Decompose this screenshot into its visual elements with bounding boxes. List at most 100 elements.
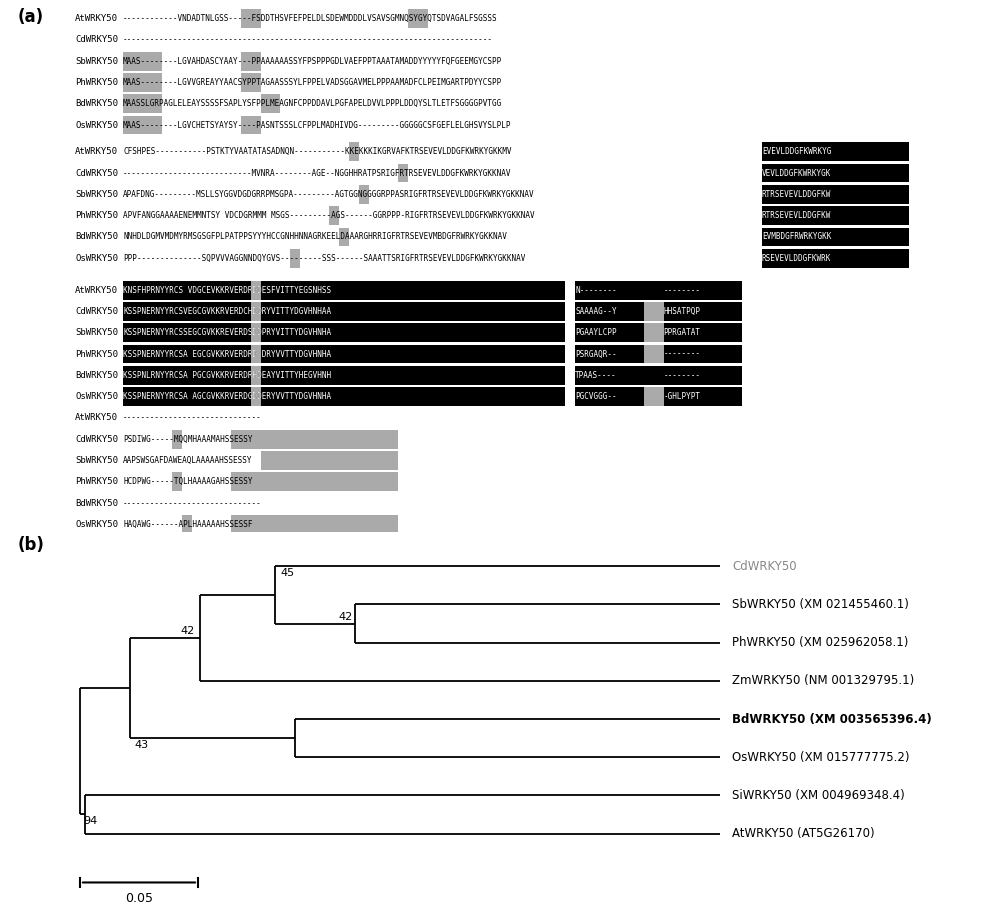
Text: SAAAAG--Y: SAAAAG--Y (575, 307, 617, 316)
Bar (762, 142, 909, 162)
Text: SbWRKY50: SbWRKY50 (75, 190, 118, 199)
Text: PGAAYLCPP: PGAAYLCPP (575, 329, 617, 337)
Text: HAQAWG------APLHAAAAAHSSESSF: HAQAWG------APLHAAAAAHSSESSF (123, 520, 252, 529)
Bar (172, 473, 182, 491)
Text: APVFANGGAAAAENEMMNTSY VDCDGRMMM MSGS---------AGS------GGRPPP-RIGFRTRSEVEVLDDGFKW: APVFANGGAAAAENEMMNTSY VDCDGRMMM MSGS----… (123, 211, 535, 220)
Bar (644, 323, 664, 342)
Text: KSSPNERNYYRCSVEGCGVKKRVERDCHDQRYVITTYDGVHNHAA: KSSPNERNYYRCSVEGCGVKKRVERDCHDQRYVITTYDGV… (123, 307, 331, 316)
Bar (123, 302, 565, 321)
Text: KSSPNERNYYRCSA EGCGVKKRVERDRD DRYVVTTYDGVHNHA: KSSPNERNYYRCSA EGCGVKKRVERDRD DRYVVTTYDG… (123, 350, 331, 359)
Text: 43: 43 (134, 740, 148, 750)
Text: SbWRKY50: SbWRKY50 (75, 456, 118, 465)
Bar (251, 366, 261, 385)
Bar (123, 95, 162, 113)
Text: NNHDLDGMVMDMYRMSGSGFPLPATPPSYYYHCCGNHHNNAGRKEELDAAARGHRRIGFRTRSEVEVMBDGFRWRKYGKK: NNHDLDGMVMDMYRMSGSGFPLPATPPSYYYHCCGNHHNN… (123, 232, 507, 241)
Bar (664, 387, 742, 406)
Bar (123, 366, 565, 385)
Bar (575, 366, 664, 385)
Text: OsWRKY50: OsWRKY50 (75, 392, 118, 401)
Text: KSSPNERNYYRCSVEGCGVKKRVERDCHDQRYVITTYDGVHNHAAGSAAAAG--YHHSATPQPAAPYAAATTT---LAAE: KSSPNERNYYRCSVEGCGVKKRVERDCHDQRYVITTYDGV… (123, 307, 498, 316)
Bar (575, 344, 664, 364)
Text: AtWRKY50: AtWRKY50 (75, 413, 118, 422)
Text: SbWRKY50 (XM 021455460.1): SbWRKY50 (XM 021455460.1) (732, 598, 909, 611)
Text: --------: -------- (664, 350, 701, 359)
Bar (251, 281, 261, 299)
Text: KSSPNERNYYRCSSEGCGVKKREVERDSDDPRYVITTYDGVHNHAAPGAAYLCPPPPRGATATAAAAPCFSSPCSGSASA: KSSPNERNYYRCSSEGCGVKKREVERDSDDPRYVITTYDG… (123, 329, 507, 337)
Text: PhWRKY50 (XM 025962058.1): PhWRKY50 (XM 025962058.1) (732, 636, 908, 649)
Bar (664, 302, 742, 321)
Text: MAASSLGRPAGLELEAYSSSSFSAPLYSFPPLMEAGNFCPPDDAVLPGFAPELDVVLPPPLDDQYSLTLETFSGGGGPVT: MAASSLGRPAGLELEAYSSSSFSAPLYSFPPLMEAGNFCP… (123, 99, 502, 108)
Bar (329, 207, 339, 225)
Bar (575, 387, 664, 406)
Text: KSSPNERNYYRCSA AGCGVKKRVERDGDDERYVVTTYDGVHNHATPGCVGGG---GHLPYPTSAAPPWSVPAA-AASPP: KSSPNERNYYRCSA AGCGVKKRVERDGDDERYVVTTYDG… (123, 392, 502, 401)
Bar (231, 473, 398, 491)
Text: 45: 45 (280, 568, 294, 578)
Bar (231, 430, 398, 449)
Text: (a): (a) (18, 8, 44, 26)
Text: ----------------------------MVNRA--------AGE--NGGHHRATPSRIGFRTRSEVEVLDDGFKWRKYGK: ----------------------------MVNRA-------… (123, 169, 512, 177)
Bar (664, 344, 742, 364)
Text: AtWRKY50: AtWRKY50 (75, 285, 118, 295)
Text: EVMBDGFRWRKYGKK: EVMBDGFRWRKYGKK (762, 232, 831, 241)
Text: 94: 94 (83, 816, 97, 826)
Text: KNSFHPRNYYRCS VDGCEVKKRVERDRDDESFVITTYEGSNHSS: KNSFHPRNYYRCS VDGCEVKKRVERDRDDESFVITTYEG… (123, 285, 331, 295)
Text: SbWRKY50: SbWRKY50 (75, 329, 118, 337)
Text: CdWRKY50: CdWRKY50 (732, 560, 797, 573)
Text: PhWRKY50: PhWRKY50 (75, 350, 118, 359)
Bar (339, 228, 349, 246)
Text: CdWRKY50: CdWRKY50 (75, 169, 118, 177)
Text: OsWRKY50: OsWRKY50 (75, 120, 118, 129)
Bar (251, 302, 261, 321)
Bar (664, 281, 742, 299)
Text: SiWRKY50 (XM 004969348.4): SiWRKY50 (XM 004969348.4) (732, 789, 905, 801)
Text: PSDIWG-----MQQMHAAAMAHSSESSY: PSDIWG-----MQQMHAAAMAHSSESSY (123, 435, 252, 443)
Bar (123, 73, 162, 92)
Bar (762, 207, 909, 225)
Text: VEVLDDGFKWRKYGK: VEVLDDGFKWRKYGK (762, 169, 831, 177)
Text: BdWRKY50: BdWRKY50 (75, 498, 118, 508)
Bar (762, 228, 909, 246)
Text: N--------: N-------- (575, 285, 617, 295)
Bar (762, 185, 909, 204)
Text: MAAS--------LGVCHETSYAYSY----PASNTSSSLCFPPLMADHIVDG---------GGGGGCSFGEFLELGHSVYS: MAAS--------LGVCHETSYAYSY----PASNTSSSLCF… (123, 120, 512, 129)
Text: KSSPNLRNYYRCSA PGCGVKKRVERDRHDEAYVITTYHEGVHNH: KSSPNLRNYYRCSA PGCGVKKRVERDRHDEAYVITTYHE… (123, 371, 331, 380)
Text: BdWRKY50: BdWRKY50 (75, 371, 118, 380)
Bar (251, 323, 261, 342)
Bar (644, 302, 664, 321)
Bar (644, 387, 664, 406)
Bar (123, 116, 162, 135)
Text: KSSPNERNYYRCSA EGCGVKKRVERDRD DRYVVTTYDGVHNHAVPSRGAQR----------PACSAPLVAAPWS----: KSSPNERNYYRCSA EGCGVKKRVERDRD DRYVVTTYDG… (123, 350, 512, 359)
Text: AtWRKY50: AtWRKY50 (75, 14, 118, 23)
Bar (241, 73, 261, 92)
Text: CdWRKY50: CdWRKY50 (75, 435, 118, 443)
Text: ------------VNDADTNLGSS-----FSDDTHSVFEFPELDLSDEWMDDDLVSAVSGMNQSYGYQTSDVAGALFSGSS: ------------VNDADTNLGSS-----FSDDTHSVFEFP… (123, 14, 498, 23)
Bar (123, 344, 565, 364)
Text: KSSPNERNYYRCSSEGCGVKKREVERDSDDPRYVITTYDGVHNHA: KSSPNERNYYRCSSEGCGVKKREVERDSDDPRYVITTYDG… (123, 329, 331, 337)
Text: --------: -------- (664, 285, 701, 295)
Text: 0.05: 0.05 (125, 892, 153, 905)
Text: OsWRKY50 (XM 015777775.2): OsWRKY50 (XM 015777775.2) (732, 751, 910, 764)
Bar (408, 9, 428, 28)
Bar (644, 344, 664, 364)
Bar (398, 163, 408, 183)
Text: OsWRKY50: OsWRKY50 (75, 253, 118, 263)
Text: CdWRKY50: CdWRKY50 (75, 307, 118, 316)
Bar (172, 430, 182, 449)
Bar (762, 249, 909, 268)
Text: APAFDNG---------MSLLSYGGVDGDGRRPMSGPA---------AGTGGNGGGGRPPASRIGFRTRSEVEVLDDGFKW: APAFDNG---------MSLLSYGGVDGDGRRPMSGPA---… (123, 190, 535, 199)
Text: RSEVEVLDDGFKWRK: RSEVEVLDDGFKWRK (762, 253, 831, 263)
Text: ZmWRKY50 (NM 001329795.1): ZmWRKY50 (NM 001329795.1) (732, 675, 914, 688)
Text: HCDPWG-----TQLHAAAAGAHSSESSY: HCDPWG-----TQLHAAAAGAHSSESSY (123, 477, 252, 487)
Bar (664, 323, 742, 342)
Text: HHSATPQP: HHSATPQP (664, 307, 701, 316)
Bar (359, 185, 369, 204)
Text: ------------------------------: ------------------------------ (123, 498, 262, 508)
Bar (664, 366, 742, 385)
Bar (251, 344, 261, 364)
Bar (123, 281, 565, 299)
Text: AtWRKY50: AtWRKY50 (75, 147, 118, 156)
Text: 42: 42 (181, 626, 195, 636)
Bar (251, 387, 261, 406)
Bar (123, 323, 565, 342)
Text: BdWRKY50: BdWRKY50 (75, 99, 118, 108)
